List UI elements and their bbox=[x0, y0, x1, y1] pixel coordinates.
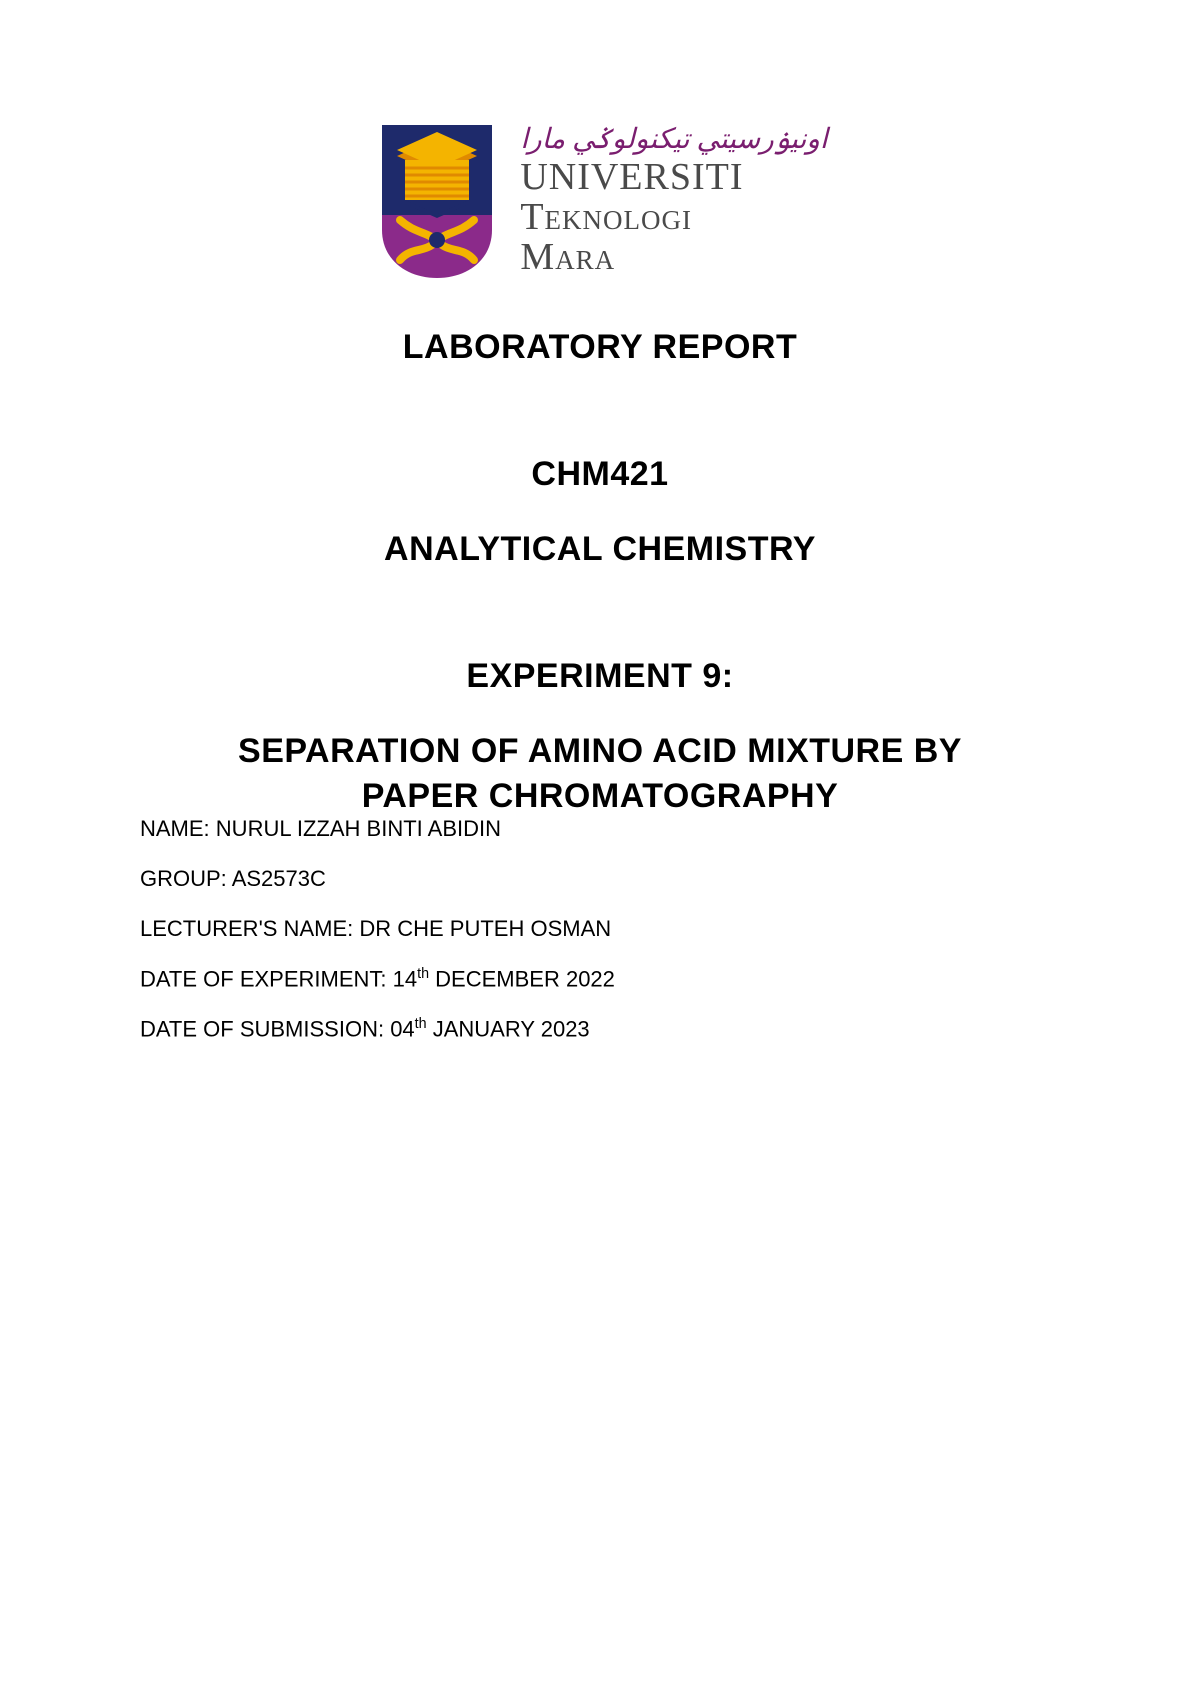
course-code-heading: CHM421 bbox=[140, 455, 1060, 494]
info-exp-date-rest: DECEMBER 2022 bbox=[429, 966, 615, 991]
university-name-line1: UNIVERSITI bbox=[520, 158, 827, 198]
info-lecturer-value: DR CHE PUTEH OSMAN bbox=[359, 916, 611, 941]
university-name-line2: Teknologi bbox=[520, 198, 827, 238]
info-exp-date-label: DATE OF EXPERIMENT: bbox=[140, 966, 393, 991]
university-logo-block: اونيۏرسيتي تيكنولوݢي مارا UNIVERSITI Tek… bbox=[140, 120, 1060, 280]
university-name-line3: Mara bbox=[520, 238, 827, 278]
info-sub-date-day: 04 bbox=[390, 1017, 414, 1042]
info-submission-date: DATE OF SUBMISSION: 04th JANUARY 2023 bbox=[140, 1016, 1060, 1042]
university-name-block: اونيۏرسيتي تيكنولوݢي مارا UNIVERSITI Tek… bbox=[520, 122, 827, 278]
info-group-value: AS2573C bbox=[232, 866, 326, 891]
university-name-jawi: اونيۏرسيتي تيكنولوݢي مارا bbox=[520, 122, 827, 156]
experiment-label-heading: EXPERIMENT 9: bbox=[140, 657, 1060, 696]
experiment-title-line2: PAPER CHROMATOGRAPHY bbox=[140, 777, 1060, 816]
info-name: NAME: NURUL IZZAH BINTI ABIDIN bbox=[140, 816, 1060, 842]
info-name-value: NURUL IZZAH BINTI ABIDIN bbox=[216, 816, 501, 841]
info-sub-date-suffix: th bbox=[415, 1016, 427, 1032]
report-heading: LABORATORY REPORT bbox=[140, 328, 1060, 367]
info-sub-date-rest: JANUARY 2023 bbox=[427, 1017, 590, 1042]
experiment-title-line1: SEPARATION OF AMINO ACID MIXTURE BY bbox=[140, 732, 1060, 771]
info-lecturer-label: LECTURER'S NAME: bbox=[140, 916, 359, 941]
info-name-label: NAME: bbox=[140, 816, 216, 841]
info-lecturer: LECTURER'S NAME: DR CHE PUTEH OSMAN bbox=[140, 916, 1060, 942]
info-group-label: GROUP: bbox=[140, 866, 232, 891]
info-experiment-date: DATE OF EXPERIMENT: 14th DECEMBER 2022 bbox=[140, 966, 1060, 992]
info-sub-date-label: DATE OF SUBMISSION: bbox=[140, 1017, 390, 1042]
info-group: GROUP: AS2573C bbox=[140, 866, 1060, 892]
student-info-block: NAME: NURUL IZZAH BINTI ABIDIN GROUP: AS… bbox=[140, 816, 1060, 1043]
university-crest-icon bbox=[372, 120, 502, 280]
info-exp-date-day: 14 bbox=[393, 966, 417, 991]
course-name-heading: ANALYTICAL CHEMISTRY bbox=[140, 530, 1060, 569]
info-exp-date-suffix: th bbox=[417, 966, 429, 982]
